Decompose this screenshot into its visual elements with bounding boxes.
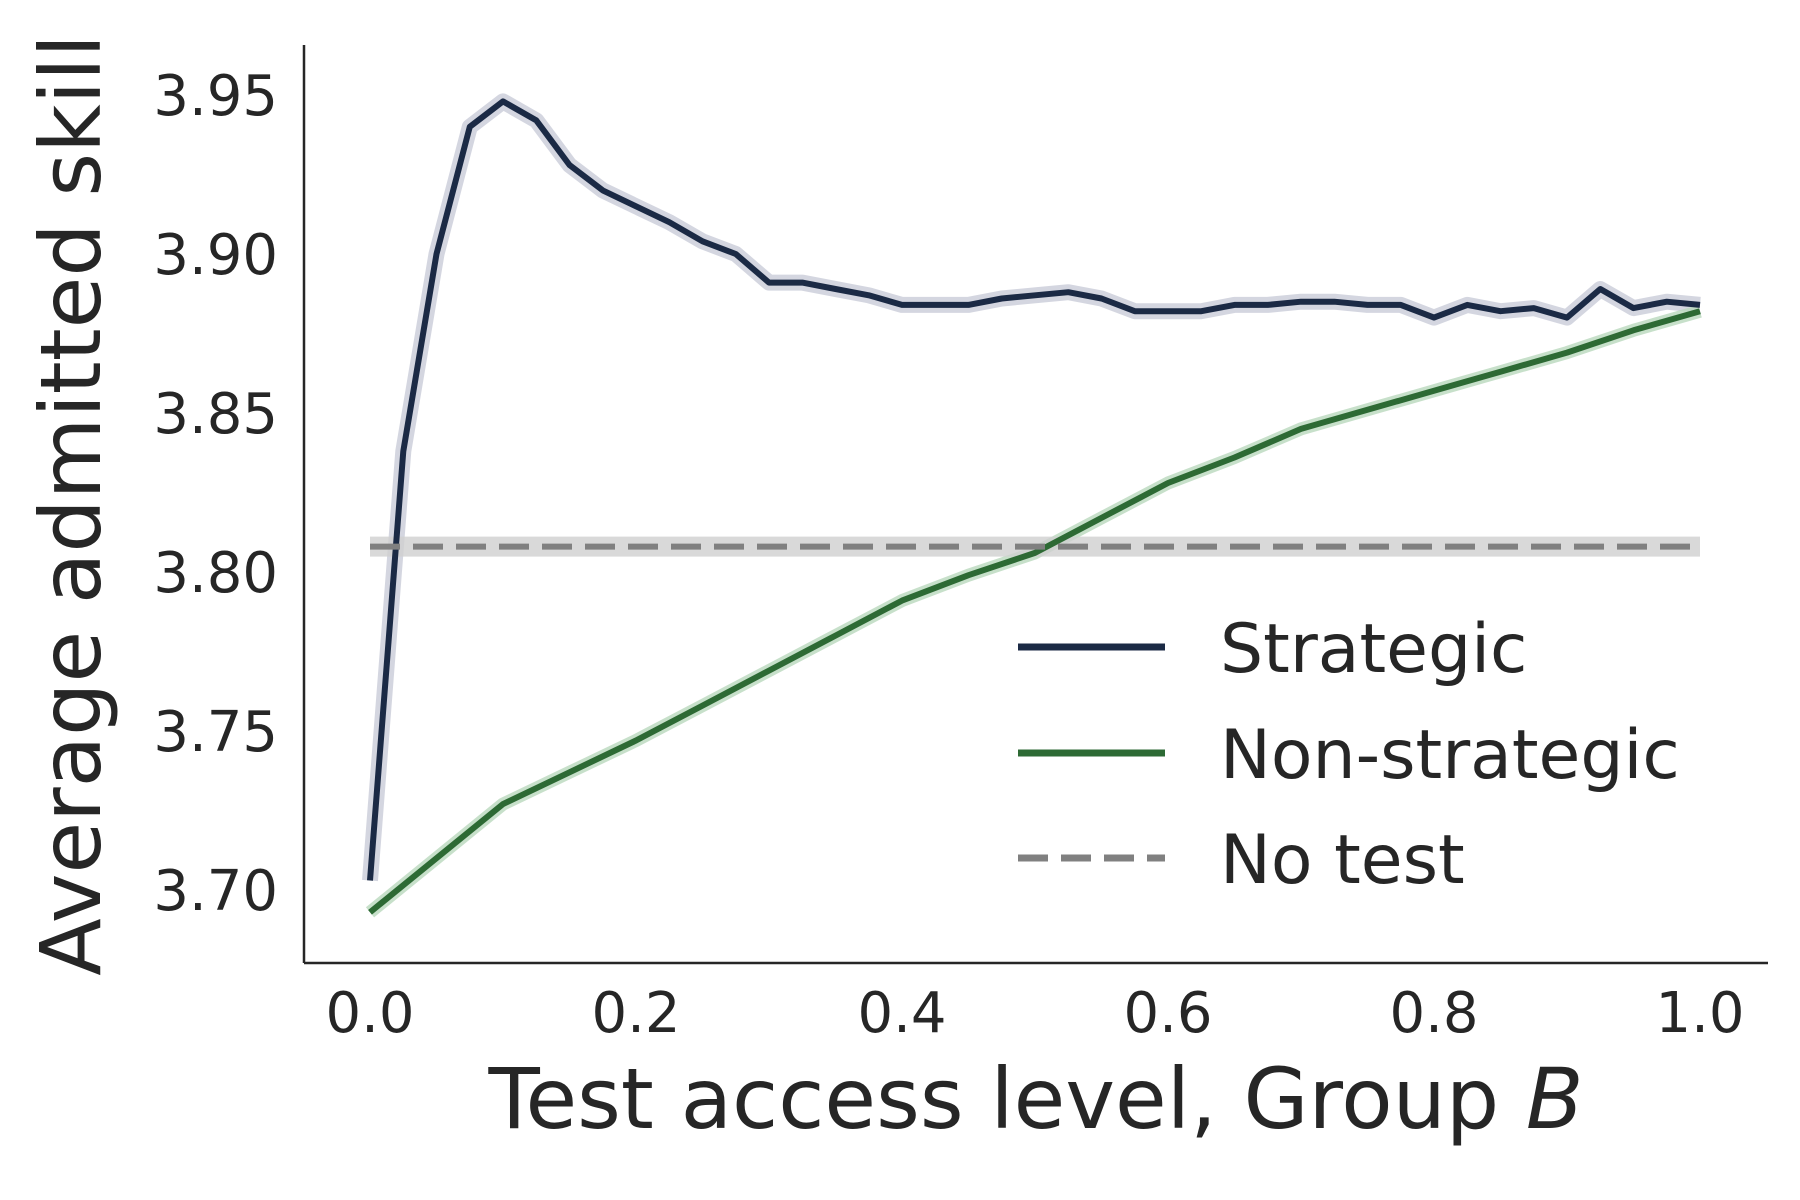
legend-label-non-strategic: Non-strategic <box>1220 716 1680 795</box>
x-tick-label: 0.8 <box>1389 981 1478 1046</box>
y-tick-label: 3.75 <box>153 700 278 765</box>
series-line-non-strategic <box>368 308 1701 915</box>
x-tick-label: 0.6 <box>1123 981 1212 1046</box>
x-tick-label: 1.0 <box>1655 981 1744 1046</box>
y-tick-labels: 3.70 3.75 3.80 3.85 3.90 3.95 <box>153 64 278 924</box>
series-lines <box>367 98 1701 915</box>
x-tick-label: 0.0 <box>325 981 414 1046</box>
y-tick-label: 3.90 <box>153 223 278 288</box>
legend-label-strategic: Strategic <box>1220 610 1527 689</box>
x-tick-label: 0.2 <box>591 981 680 1046</box>
y-axis-title: Average admitted skill <box>22 34 120 976</box>
y-tick-label: 3.80 <box>153 541 278 606</box>
legend: Strategic Non-strategic No test <box>1018 610 1680 900</box>
y-tick-label: 3.70 <box>153 859 278 924</box>
x-axis-title: Test access level, Group B <box>487 1050 1583 1148</box>
x-tick-label: 0.4 <box>857 981 946 1046</box>
x-tick-labels: 0.0 0.2 0.4 0.6 0.8 1.0 <box>325 981 1744 1046</box>
y-tick-label: 3.85 <box>153 382 278 447</box>
y-tick-label: 3.95 <box>153 64 278 129</box>
series-line-strategic <box>367 98 1701 881</box>
legend-label-no-test: No test <box>1220 821 1465 900</box>
